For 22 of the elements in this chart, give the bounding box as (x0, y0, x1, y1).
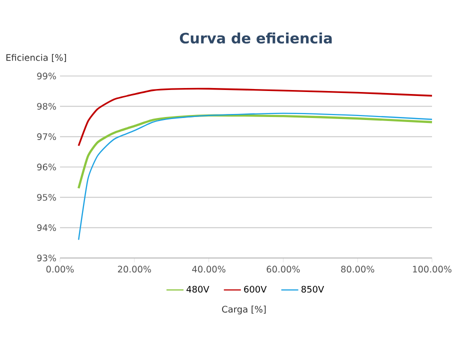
y-axis-title: Eficiencia [%] (6, 54, 66, 62)
y-tick-label: 97% (37, 133, 56, 140)
x-tick-label: 100.00% (413, 266, 452, 273)
legend-label: 480V (186, 286, 210, 293)
x-tick-label: 80.00% (341, 266, 374, 273)
line-series (78, 114, 434, 190)
x-tick-label: 0.00% (46, 266, 74, 273)
y-tick-label: 94% (37, 224, 56, 232)
x-tick-label: 60.00% (266, 266, 300, 273)
legend-label: 850V (301, 286, 324, 293)
line-series (78, 88, 433, 147)
x-tick-label: 40.00% (192, 266, 226, 273)
y-tick-label: 98% (37, 102, 56, 110)
y-tick-label: 93% (37, 254, 56, 262)
x-axis-title: Carga [%] (222, 306, 266, 314)
y-tick-label: 99% (37, 72, 56, 80)
chart-title: Curva de eficiencia (180, 32, 332, 44)
y-tick-label: 96% (37, 164, 56, 170)
legend-label: 600V (244, 286, 267, 293)
x-tick-label: 20.00% (118, 266, 151, 273)
line-series (78, 112, 433, 240)
y-tick-label: 95% (37, 194, 56, 201)
